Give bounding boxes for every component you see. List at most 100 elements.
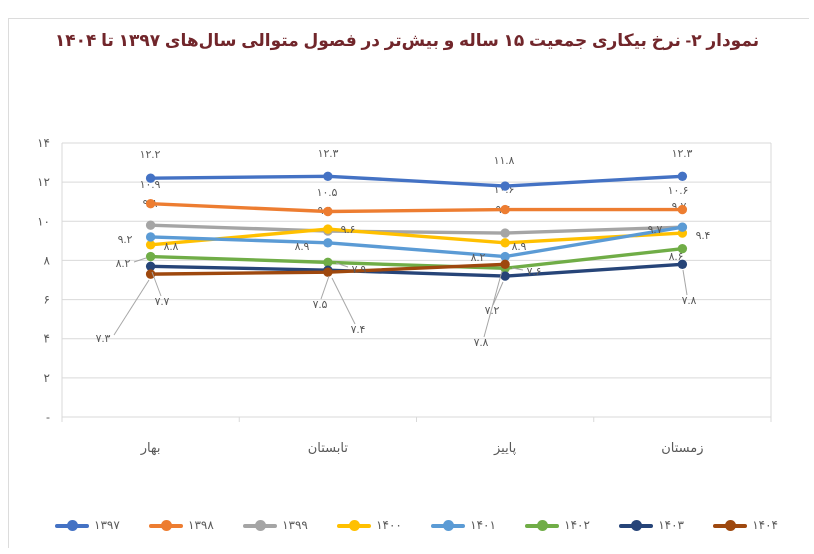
leader-line xyxy=(492,281,504,306)
x-category-label: زمستان xyxy=(661,440,703,456)
data-label-1400: ۸.۹ xyxy=(512,241,527,253)
data-label-1400: ۸.۸ xyxy=(164,241,179,253)
data-point-1400 xyxy=(145,240,156,250)
data-point-1403 xyxy=(500,271,510,281)
leader-line xyxy=(682,269,688,296)
legend-label-1404: ۱۴۰۴ xyxy=(752,518,778,532)
leader-line xyxy=(113,279,150,336)
data-point-1398 xyxy=(500,204,510,215)
leader-line xyxy=(335,262,349,268)
series-line-1397 xyxy=(148,174,685,188)
legend-line-marker-icon xyxy=(243,519,278,531)
data-labels: ۱۲.۲ ۱۲.۳ ۱۱.۸ ۱۲.۳ ۱۰.۵ ۸.۸ ۹.۶ ۸.۹ ۹.۴ ۹.۲ ۸.۹ ۸.… xyxy=(96,148,711,349)
series-1404 xyxy=(145,259,510,279)
data-point-1401 xyxy=(500,251,510,262)
legend-item-1399: ۱۳۹۹ xyxy=(243,518,308,532)
series-1403 xyxy=(145,259,688,281)
data-point-1397 xyxy=(500,181,510,191)
data-point-1401 xyxy=(677,222,688,232)
data-point-1404 xyxy=(145,269,156,279)
data-label-1398: ۱۰.۵ xyxy=(317,187,338,199)
data-point-1399 xyxy=(500,228,510,238)
legend-label-1400: ۱۴۰۰ xyxy=(376,518,402,532)
legend-item-1403: ۱۴۰۳ xyxy=(619,518,684,532)
series-line-1398 xyxy=(148,201,685,214)
frame-border-top xyxy=(8,18,809,19)
legend-line-marker-icon xyxy=(619,519,654,531)
legend-label-1399: ۱۳۹۹ xyxy=(282,518,308,532)
data-point-1403 xyxy=(677,259,688,270)
x-category-label: بهار xyxy=(140,440,161,456)
data-label-1402: ۸.۲ xyxy=(116,258,131,270)
data-point-1398 xyxy=(677,204,688,215)
data-point-1400 xyxy=(500,238,510,248)
legend-item-1404: ۱۴۰۴ xyxy=(713,518,778,532)
legend-item-1402: ۱۴۰۲ xyxy=(525,518,590,532)
data-point-1400 xyxy=(323,224,333,234)
data-label-1400: ۹.۶ xyxy=(341,224,356,236)
data-label-1397: ۱۲.۳ xyxy=(318,148,339,160)
y-tick-label: ۱۲ xyxy=(37,175,50,189)
data-label-1398: ۱۰.۹ xyxy=(140,179,161,191)
chart-legend: ۱۳۹۷ ۱۳۹۸ ۱۳۹۹ ۱۴۰۰ ۱۴۰۱ ۱۴۰۲ ۱۴۰۳ ۱۴۰۴ xyxy=(55,514,778,536)
data-point-1398 xyxy=(323,206,333,217)
series-lines xyxy=(145,171,688,281)
data-point-1398 xyxy=(145,198,156,209)
leader-line xyxy=(320,275,330,300)
leader-line xyxy=(133,257,147,263)
leader-line xyxy=(511,267,524,271)
data-point-1402 xyxy=(677,243,688,254)
data-label-1400: ۹.۴ xyxy=(696,230,711,242)
y-tick-label: - xyxy=(46,410,50,424)
legend-item-1397: ۱۳۹۷ xyxy=(55,518,120,532)
legend-label-1401: ۱۴۰۱ xyxy=(470,518,496,532)
data-label-1402: ۷.۹ xyxy=(352,264,367,276)
data-label-1403: ۷.۷ xyxy=(155,296,170,308)
data-label-1404: ۷.۸ xyxy=(474,337,489,349)
series-line-1400 xyxy=(148,227,685,247)
data-label-1401: ۸.۲ xyxy=(471,252,486,264)
legend-label-1397: ۱۳۹۷ xyxy=(94,518,120,532)
series-line-1403 xyxy=(148,262,685,278)
data-label-1403: ۷.۲ xyxy=(485,305,500,317)
leader-line xyxy=(483,270,503,338)
data-label-1397: ۱۱.۸ xyxy=(494,155,515,167)
x-axis-labels: بهار تابستان پاییز زمستان xyxy=(140,440,704,456)
data-point-1404 xyxy=(323,267,333,277)
y-tick-label: ۴ xyxy=(44,332,50,346)
data-point-1404 xyxy=(500,259,510,270)
data-point-1402 xyxy=(145,251,156,262)
gridlines xyxy=(61,142,772,422)
series-line-1401 xyxy=(148,225,685,259)
legend-line-marker-icon xyxy=(55,519,89,531)
leader-line xyxy=(331,277,356,325)
y-tick-label: ۸ xyxy=(44,253,51,267)
data-point-1397 xyxy=(145,173,156,183)
data-point-1397 xyxy=(323,171,333,181)
frame-border-left xyxy=(8,18,9,548)
data-label-1398: ۱۰.۶ xyxy=(668,185,689,197)
legend-line-marker-icon xyxy=(337,519,372,531)
legend-line-marker-icon xyxy=(149,519,184,531)
chart-title: نمودار ۲- نرخ بیکاری جمعیت ۱۵ ساله و بیش… xyxy=(54,31,760,50)
y-tick-label: ۶ xyxy=(44,293,50,307)
legend-label-1402: ۱۴۰۲ xyxy=(564,518,590,532)
y-tick-label: ۲ xyxy=(44,371,50,385)
data-label-1401: ۹.۷ xyxy=(648,224,663,236)
x-category-label: تابستان xyxy=(308,440,349,455)
data-point-1403 xyxy=(145,261,156,271)
legend-line-marker-icon xyxy=(431,519,466,531)
data-label-1403: ۷.۵ xyxy=(313,299,328,311)
legend-item-1400: ۱۴۰۰ xyxy=(337,518,402,532)
data-label-1404: ۷.۳ xyxy=(96,333,111,345)
data-label-1404: ۷.۴ xyxy=(351,324,366,336)
y-tick-label: ۱۰ xyxy=(37,214,50,228)
data-point-1401 xyxy=(145,232,156,242)
legend-item-1401: ۱۴۰۱ xyxy=(431,518,496,532)
series-line-1402 xyxy=(148,246,685,270)
data-label-1397: ۱۲.۲ xyxy=(140,149,161,161)
legend-line-marker-icon xyxy=(713,519,748,531)
legend-label-1398: ۱۳۹۸ xyxy=(188,518,214,532)
data-point-1402 xyxy=(323,257,333,268)
